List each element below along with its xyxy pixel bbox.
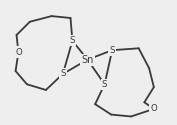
Text: S: S	[102, 80, 107, 89]
Text: S: S	[70, 36, 75, 45]
Text: O: O	[150, 104, 157, 113]
Text: S: S	[109, 46, 115, 55]
Text: Sn: Sn	[81, 55, 94, 65]
Text: O: O	[15, 48, 22, 57]
Text: S: S	[60, 69, 66, 78]
